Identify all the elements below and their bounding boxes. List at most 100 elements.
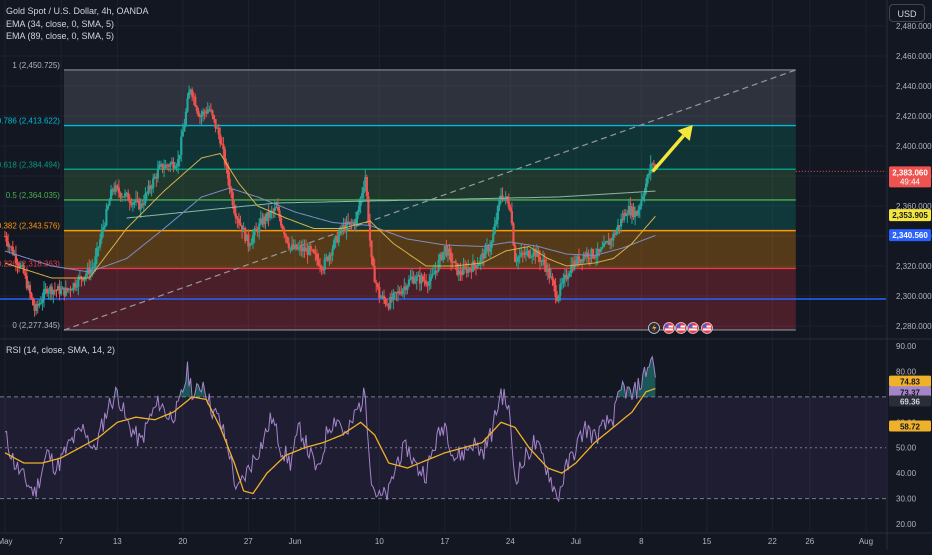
candle-body bbox=[521, 252, 524, 254]
candle-body bbox=[476, 265, 479, 269]
candle-body bbox=[464, 266, 467, 268]
candle-body bbox=[283, 229, 286, 235]
candle-body bbox=[314, 252, 317, 255]
candle-body bbox=[568, 273, 571, 277]
candle-body bbox=[234, 213, 237, 219]
candle-body bbox=[24, 273, 27, 276]
candle-body bbox=[69, 288, 72, 291]
candle-body bbox=[158, 164, 161, 169]
event-badge bbox=[663, 322, 675, 334]
fibonacci-retracement[interactable]: 1 (2,450.725) 0.786 (2,413.622) 0.618 (2,3… bbox=[0, 61, 886, 331]
candle-body bbox=[191, 89, 194, 97]
candle-body bbox=[231, 192, 234, 206]
candle-body bbox=[156, 168, 159, 179]
rsi-ma-tag-bg bbox=[889, 395, 931, 407]
candle-body bbox=[537, 250, 540, 257]
economic-events[interactable] bbox=[648, 322, 713, 334]
candle-body bbox=[425, 280, 428, 285]
candle-body bbox=[460, 274, 464, 276]
candle-body bbox=[304, 248, 308, 252]
candle-body bbox=[225, 164, 228, 166]
rsi-ma-line bbox=[4, 387, 656, 495]
candle-body bbox=[172, 161, 175, 169]
arrow-head[interactable] bbox=[677, 125, 693, 141]
candle-body bbox=[543, 259, 546, 265]
candle-body bbox=[14, 254, 18, 263]
candle-body bbox=[481, 253, 484, 257]
fib-level-label: 0.5 (2,364.035) bbox=[6, 191, 61, 200]
candle-body bbox=[216, 127, 219, 129]
candle-body bbox=[131, 202, 134, 205]
candle-body bbox=[641, 196, 645, 200]
time-tick-label: 7 bbox=[59, 537, 64, 546]
candle-body bbox=[379, 297, 382, 299]
flag-canton bbox=[703, 324, 707, 328]
candle-body bbox=[510, 211, 514, 224]
current-price-tag-bg bbox=[889, 166, 931, 188]
rsi-band-tag: 58.72 bbox=[889, 420, 931, 432]
candle-body bbox=[108, 200, 111, 206]
candle-body bbox=[240, 225, 244, 233]
us-flag-icon[interactable] bbox=[687, 322, 699, 334]
price-tick-label: 2,480.000 bbox=[896, 22, 932, 31]
candle-body bbox=[214, 119, 217, 129]
price-tick-label: 2,280.000 bbox=[896, 322, 932, 331]
rsi-overbought-fill bbox=[638, 356, 656, 397]
candle-body bbox=[651, 163, 654, 165]
candle-body bbox=[226, 165, 230, 179]
candle-body bbox=[289, 247, 292, 249]
candle-body bbox=[120, 196, 124, 198]
candle-body bbox=[113, 189, 116, 192]
ema34-legend[interactable]: EMA (34, close, 0, SMA, 5) bbox=[6, 19, 115, 29]
ema89-legend[interactable]: EMA (89, close, 0, SMA, 5) bbox=[6, 31, 115, 41]
candle-body bbox=[484, 247, 487, 259]
candle-body bbox=[418, 275, 421, 284]
arrow-shaft[interactable] bbox=[651, 134, 685, 173]
symbol-legend[interactable]: Gold Spot / U.S. Dollar, 4h, OANDA bbox=[6, 6, 149, 16]
candle-body bbox=[150, 188, 153, 190]
us-flag-icon[interactable] bbox=[675, 322, 687, 334]
moving-averages bbox=[4, 152, 656, 279]
us-flag-icon[interactable] bbox=[663, 322, 675, 334]
flag-stripe bbox=[689, 328, 697, 331]
forecast-arrow[interactable] bbox=[651, 125, 693, 173]
candle-body bbox=[102, 227, 105, 231]
candle-body bbox=[253, 228, 256, 236]
candle-body bbox=[546, 267, 549, 272]
candle-body bbox=[607, 241, 610, 245]
candle-body bbox=[492, 233, 495, 243]
candle-body bbox=[265, 212, 269, 221]
candle-body bbox=[117, 187, 120, 193]
candle-body bbox=[478, 262, 481, 266]
candle-body bbox=[439, 254, 442, 260]
currency-button[interactable]: USD bbox=[889, 4, 925, 22]
candle-body bbox=[446, 248, 450, 256]
candle-body bbox=[520, 252, 523, 256]
candle-body bbox=[457, 270, 460, 275]
candle-body bbox=[228, 178, 231, 189]
candle-body bbox=[551, 276, 554, 281]
candle-body bbox=[306, 248, 309, 255]
ema89-price-tag-text: 2,340.560 bbox=[892, 231, 928, 240]
candle-body bbox=[61, 287, 64, 290]
candle-body bbox=[560, 283, 563, 285]
candle-body bbox=[591, 249, 595, 258]
candle-body bbox=[144, 193, 147, 204]
lightning-event-icon[interactable] bbox=[648, 322, 660, 334]
candle-body bbox=[301, 247, 305, 252]
candle-body bbox=[63, 287, 66, 296]
rsi-legend[interactable]: RSI (14, close, SMA, 14, 2) bbox=[6, 345, 116, 355]
candle-body bbox=[348, 221, 351, 224]
candle-body bbox=[250, 242, 253, 245]
ema34-price-tag: 2,353.905 bbox=[889, 209, 931, 222]
flag-stripe bbox=[703, 328, 711, 331]
ema89-price-tag-bg bbox=[889, 229, 931, 242]
us-flag-icon[interactable] bbox=[701, 322, 713, 334]
candle-body bbox=[504, 196, 507, 199]
candle-body bbox=[462, 266, 465, 275]
time-axis[interactable]: May 7 13 20 27 Jun 10 17 24 Jul 8 15 22 26 Aug bbox=[0, 537, 873, 546]
candle-body bbox=[342, 224, 345, 229]
